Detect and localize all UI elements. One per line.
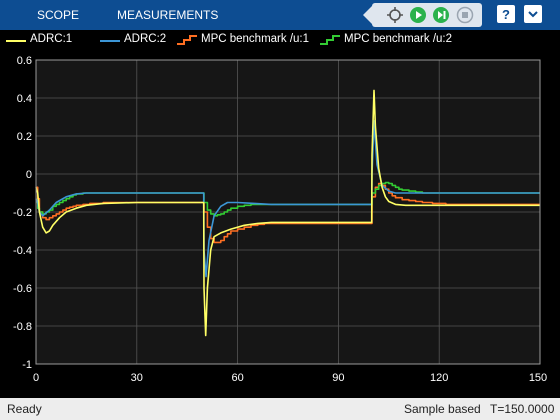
run-icon[interactable] [409,6,427,24]
y-tick-label: 0.6 [17,55,32,67]
x-tick-label: 150 [529,372,547,384]
x-tick-label: 30 [131,372,143,384]
y-tick-label: -0.6 [13,283,32,295]
axes-frame [35,59,541,365]
status-text: Ready [7,402,42,416]
y-tick-label: -0.2 [13,207,32,219]
svg-text:?: ? [502,7,510,22]
legend-line-swatch [6,40,26,42]
x-tick-label: 60 [231,372,243,384]
y-tick-label: 0.4 [17,93,32,105]
series-mpc-benchmark-u-1 [36,182,540,244]
stop-icon[interactable] [456,6,474,24]
y-tick-label: -0.8 [13,321,32,333]
series-mpc-benchmark-u-2 [36,181,540,217]
sample-mode: Sample based [404,402,481,416]
legend-label: MPC benchmark /u:2 [344,33,453,45]
legend-label: ADRC:2 [124,33,167,45]
menu-icon[interactable] [524,5,542,23]
legend: ADRC:1 ADRC:2 MPC benchmark /u:1 MPC ben… [0,30,560,50]
tab-measurements[interactable]: MEASUREMENTS [117,8,219,22]
highlight-block-icon[interactable] [386,6,404,24]
y-tick-label: 0.2 [17,131,32,143]
y-tick-label: -1 [22,359,32,371]
legend-line-swatch [100,40,120,42]
x-tick-label: 0 [33,372,39,384]
series-adrc-1 [35,89,540,337]
simulation-time: T=150.0000 [490,402,555,416]
legend-stairs-swatch [177,35,197,45]
y-tick-label: 0 [26,169,32,181]
series-group [35,89,540,337]
legend-stairs-swatch [320,35,340,45]
legend-label: ADRC:1 [30,33,73,45]
y-tick-label: -0.4 [13,245,32,257]
tick-labels: 0 30 60 90 120 150 0.6 0.4 0.2 0 -0.2 -0.4 -0.6 -0.8 -… [13,55,547,384]
toolstrip: SCOPE MEASUREMENTS ? [0,0,560,30]
legend-label: MPC benchmark /u:1 [201,33,310,45]
x-tick-label: 90 [332,372,344,384]
simulation-controls [363,3,482,27]
help-icon[interactable]: ? [497,5,515,23]
toolbar-pointer [363,6,372,24]
series-adrc-2 [35,120,540,278]
tab-scope[interactable]: SCOPE [37,8,80,22]
scope-plot[interactable]: 0 30 60 90 120 150 0.6 0.4 0.2 0 -0.2 -0.4 -0.6 -0.8 -… [0,50,560,398]
status-bar: Ready Sample based T=150.0000 [0,398,560,420]
x-tick-label: 120 [430,372,448,384]
step-forward-icon[interactable] [432,6,450,24]
